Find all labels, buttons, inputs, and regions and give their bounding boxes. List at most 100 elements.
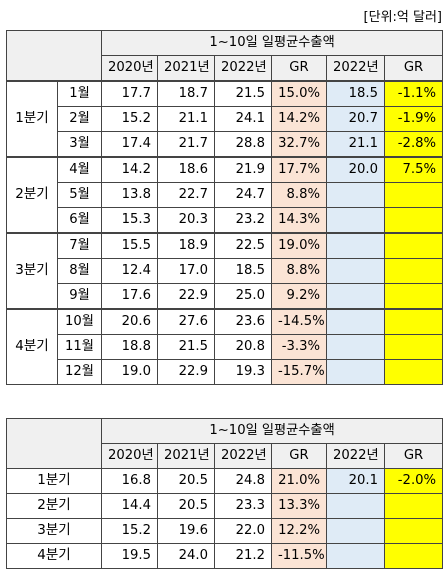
value-2022: 24.1 (214, 106, 272, 132)
quarterly-export-table: 1~10일 일평균수출액 2020년 2021년 2022년 GR 2022년 … (6, 418, 444, 569)
quarter-label: 2분기 (6, 156, 58, 234)
gr-value: 8.8% (271, 258, 327, 284)
table-row: 4분기 10월 20.6 27.6 23.6 -14.5% (6, 308, 444, 385)
month-label: 10월 (57, 308, 102, 335)
gr-value: 8.8% (271, 182, 327, 208)
table-row: 1분기 1월 17.7 18.7 21.5 15.0% 18.5 -1.1% (6, 80, 444, 158)
value-2022-b: 20.7 (326, 106, 385, 132)
gr-value-b: -2.0% (383, 468, 444, 494)
value-2021: 27.6 (157, 308, 215, 335)
gr-value-b (383, 207, 444, 234)
value-2021: 19.6 (157, 518, 215, 544)
value-2021: 24.0 (157, 543, 215, 569)
value-2020: 13.8 (101, 182, 158, 208)
gr-value-b: -2.8% (383, 131, 444, 158)
gr-value: 14.3% (271, 207, 327, 234)
table-header-row: 2020년 2021년 2022년 GR 2022년 GR (7, 55, 444, 82)
header-gr: GR (271, 443, 327, 469)
gr-value-b (383, 493, 444, 519)
value-2020: 15.2 (101, 518, 158, 544)
value-2022-b: 18.5 (326, 80, 385, 107)
gr-value: 9.2% (271, 283, 327, 310)
value-2022: 22.5 (214, 232, 272, 259)
gr-value-b: -1.9% (383, 106, 444, 132)
month-label: 4월 (57, 156, 102, 183)
value-2022-b (326, 258, 385, 284)
value-2020: 17.6 (101, 283, 158, 310)
gr-value: -11.5% (271, 543, 327, 569)
month-label: 6월 (57, 207, 102, 234)
value-2022: 18.5 (214, 258, 272, 284)
table-row: 12월 19.0 22.9 19.3 -15.7% (7, 359, 444, 385)
header-gr: GR (271, 55, 327, 82)
value-2022-b (326, 308, 385, 335)
value-2022: 23.2 (214, 207, 272, 234)
header-2020: 2020년 (101, 443, 158, 469)
value-2022: 21.9 (214, 156, 272, 183)
gr-value-b (383, 283, 444, 310)
value-2020: 19.0 (101, 359, 158, 385)
month-label: 12월 (57, 359, 102, 385)
month-label: 2월 (57, 106, 102, 132)
value-2022: 25.0 (214, 283, 272, 310)
month-label: 11월 (57, 334, 102, 360)
value-2021: 21.7 (157, 131, 215, 158)
value-2020: 15.2 (101, 106, 158, 132)
value-2022-b (326, 493, 385, 519)
table-row: 8월 12.4 17.0 18.5 8.8% (7, 258, 444, 284)
quarter-label: 3분기 (6, 232, 58, 310)
gr-value-b: -1.1% (383, 80, 444, 107)
gr-value-b (383, 308, 444, 335)
table-title: 1~10일 일평균수출액 (100, 30, 444, 56)
value-2020: 14.2 (101, 156, 158, 183)
table-row: 3분기 15.2 19.6 22.0 12.2% (6, 518, 444, 544)
gr-value-b (383, 359, 444, 385)
value-2022-b: 20.1 (326, 468, 385, 494)
table-row: 6월 15.3 20.3 23.2 14.3% (7, 207, 444, 234)
header-2020: 2020년 (101, 55, 158, 82)
value-2021: 22.9 (157, 359, 215, 385)
value-2022: 21.5 (214, 80, 272, 107)
gr-value: 32.7% (271, 131, 327, 158)
month-label: 9월 (57, 283, 102, 310)
gr-value: -15.7% (271, 359, 327, 385)
table-row: 11월 18.8 21.5 20.8 -3.3% (7, 334, 444, 360)
table-row: 2분기 14.4 20.5 23.3 13.3% (6, 493, 444, 519)
value-2020: 15.3 (101, 207, 158, 234)
gr-value: 13.3% (271, 493, 327, 519)
value-2022: 22.0 (214, 518, 272, 544)
value-2022: 20.8 (214, 334, 272, 360)
table-row: 2분기 4월 14.2 18.6 21.9 17.7% 20.0 7.5% (6, 156, 444, 234)
table-row: 1분기 16.8 20.5 24.8 21.0% 20.1 -2.0% (6, 468, 444, 494)
value-2020: 17.4 (101, 131, 158, 158)
value-2022: 28.8 (214, 131, 272, 158)
value-2022-b (326, 334, 385, 360)
value-2022-b (326, 518, 385, 544)
value-2022-b (326, 359, 385, 385)
gr-value-b (383, 232, 444, 259)
value-2021: 20.5 (157, 493, 215, 519)
value-2021: 21.1 (157, 106, 215, 132)
value-2022-b (326, 182, 385, 208)
quarter-label: 1분기 (6, 468, 102, 494)
value-2022: 23.6 (214, 308, 272, 335)
value-2022-b (326, 207, 385, 234)
value-2020: 16.8 (101, 468, 158, 494)
month-label: 5월 (57, 182, 102, 208)
value-2022-b (326, 283, 385, 310)
value-2022: 24.7 (214, 182, 272, 208)
value-2022: 21.2 (214, 543, 272, 569)
quarter-label: 4분기 (6, 308, 58, 385)
quarter-label: 3분기 (6, 518, 102, 544)
table-row: 3분기 7월 15.5 18.9 22.5 19.0% (6, 232, 444, 310)
value-2020: 12.4 (101, 258, 158, 284)
header-2021: 2021년 (157, 55, 215, 82)
value-2020: 20.6 (101, 308, 158, 335)
value-2022-b: 21.1 (326, 131, 385, 158)
header-2022: 2022년 (214, 443, 272, 469)
quarter-label: 1분기 (6, 80, 58, 158)
gr-value-b: 7.5% (383, 156, 444, 183)
gr-value-b (383, 182, 444, 208)
value-2020: 17.7 (101, 80, 158, 107)
value-2020: 15.5 (101, 232, 158, 259)
